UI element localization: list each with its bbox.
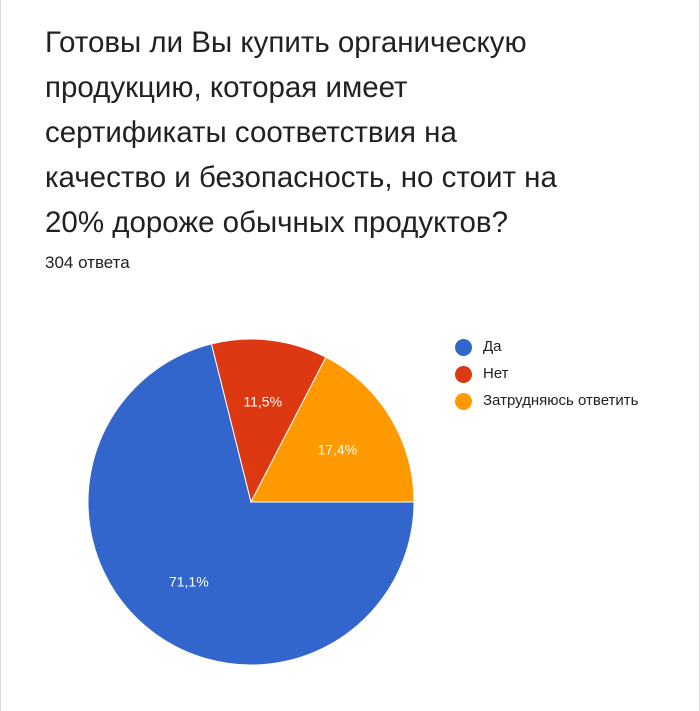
- card-left-border: [0, 0, 1, 711]
- pie-slice-2[interactable]: [210, 338, 327, 504]
- question-title: Готовы ли Вы купить органическую продукц…: [45, 26, 557, 239]
- legend-swatch-icon: [455, 339, 472, 356]
- legend-item-2: Нет: [455, 364, 655, 384]
- pie-slice-label-3: 17,4%: [317, 441, 357, 457]
- pie-slice-1[interactable]: [87, 343, 415, 666]
- legend-swatch-icon: [455, 393, 472, 410]
- chart-legend: Да Нет Затрудняюсь ответить: [455, 337, 655, 418]
- legend-label: Нет: [483, 365, 509, 382]
- pie-slice-label-1: 71,1%: [169, 574, 209, 590]
- pie-slice-label-2: 11,5%: [243, 394, 282, 410]
- legend-item-3: Затрудняюсь ответить: [455, 391, 655, 411]
- response-count: 304 ответа: [45, 253, 130, 272]
- legend-swatch-icon: [455, 366, 472, 383]
- legend-label: Да: [483, 338, 502, 355]
- legend-item-1: Да: [455, 337, 655, 357]
- pie-slice-3[interactable]: [250, 356, 415, 503]
- legend-label: Затрудняюсь ответить: [483, 392, 639, 409]
